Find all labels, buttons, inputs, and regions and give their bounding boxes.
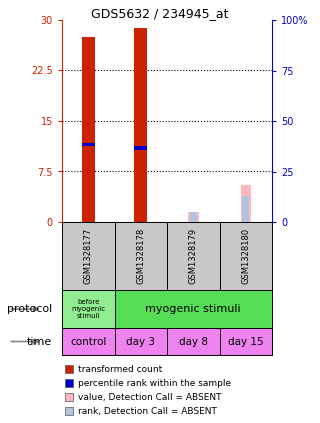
Text: value, Detection Call = ABSENT: value, Detection Call = ABSENT	[78, 393, 221, 401]
Text: day 3: day 3	[126, 337, 155, 346]
Text: transformed count: transformed count	[78, 365, 162, 374]
Text: GSM1328177: GSM1328177	[84, 228, 93, 284]
Text: time: time	[27, 337, 52, 346]
Bar	[188, 212, 198, 222]
Text: percentile rank within the sample: percentile rank within the sample	[78, 379, 231, 387]
Bar	[82, 143, 95, 146]
Text: GSM1328179: GSM1328179	[189, 228, 198, 284]
Bar	[82, 37, 95, 222]
Text: day 8: day 8	[179, 337, 208, 346]
Text: rank, Detection Call = ABSENT: rank, Detection Call = ABSENT	[78, 407, 217, 415]
Bar	[243, 196, 249, 222]
Text: control: control	[70, 337, 107, 346]
Bar	[241, 185, 251, 222]
Bar	[190, 212, 196, 222]
Bar	[134, 146, 147, 150]
Text: day 15: day 15	[228, 337, 264, 346]
Text: myogenic stimuli: myogenic stimuli	[145, 304, 241, 314]
Text: before
myogenic
stimuli: before myogenic stimuli	[71, 299, 105, 319]
Bar	[134, 28, 147, 222]
Text: GSM1328180: GSM1328180	[241, 228, 250, 284]
Text: GDS5632 / 234945_at: GDS5632 / 234945_at	[91, 7, 229, 20]
Text: GSM1328178: GSM1328178	[136, 228, 145, 284]
Text: protocol: protocol	[7, 304, 52, 314]
